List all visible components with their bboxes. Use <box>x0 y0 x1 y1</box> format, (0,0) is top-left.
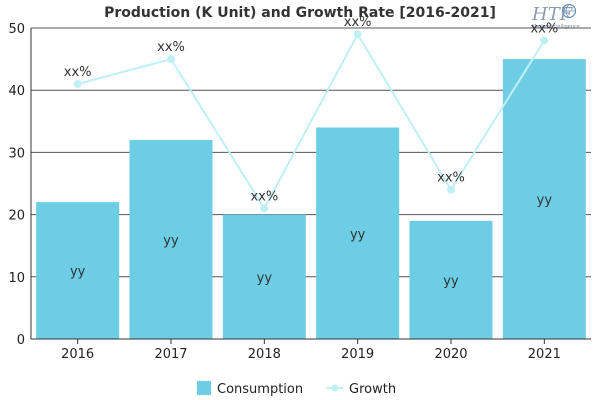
logo: HTF Market Intelligence <box>531 3 580 30</box>
growth-data-label: xx% <box>250 189 278 204</box>
bar-data-label: yy <box>70 265 86 280</box>
growth-point <box>447 185 455 194</box>
x-tick-label: 2020 <box>434 347 467 362</box>
chart-title: Production (K Unit) and Growth Rate [201… <box>104 5 496 21</box>
y-axis: 0 10 20 30 40 50 <box>8 22 32 348</box>
growth-data-label: xx% <box>64 65 92 80</box>
bar-data-label: yy <box>163 233 179 248</box>
growth-data-label: xx% <box>157 40 185 55</box>
x-tick-label: 2016 <box>61 347 94 362</box>
legend-swatch-consumption <box>197 381 211 395</box>
legend-label-growth: Growth <box>349 382 396 397</box>
legend-swatch-growth-marker <box>331 384 339 392</box>
y-tick-label: 30 <box>8 146 25 161</box>
growth-point <box>353 30 362 39</box>
line-data-labels: xx% xx% xx% xx% xx% xx% <box>64 15 558 204</box>
growth-data-label: xx% <box>530 21 558 36</box>
bar <box>409 220 493 339</box>
x-tick-label: 2017 <box>154 347 187 362</box>
x-tick-label: 2021 <box>528 347 561 362</box>
x-tick-label: 2019 <box>341 347 374 362</box>
y-tick-label: 10 <box>8 271 25 286</box>
globe-meridian <box>562 4 576 18</box>
growth-point <box>540 36 549 45</box>
bar-data-labels: yy yy yy yy yy yy <box>70 193 552 289</box>
x-tick-label: 2018 <box>248 347 281 362</box>
legend-label-consumption: Consumption <box>217 382 303 397</box>
y-tick-label: 50 <box>8 22 25 37</box>
bar-data-label: yy <box>350 227 366 242</box>
bar <box>129 139 213 339</box>
y-tick-label: 20 <box>8 209 25 224</box>
growth-point <box>73 79 82 88</box>
bar-data-label: yy <box>537 193 553 208</box>
x-axis: 2016 2017 2018 2019 2020 2021 <box>31 338 591 362</box>
bar-data-label: yy <box>443 274 459 289</box>
bar <box>222 214 306 339</box>
bar-data-label: yy <box>257 271 273 286</box>
y-tick-label: 40 <box>8 84 25 99</box>
bar <box>316 127 400 340</box>
growth-line <box>77 32 546 211</box>
growth-data-label: xx% <box>437 171 465 186</box>
y-tick-label: 0 <box>17 333 25 348</box>
bar <box>502 59 586 339</box>
line-series <box>73 30 549 213</box>
legend: Consumption Growth <box>197 381 396 397</box>
logo-subtext: Market Intelligence <box>532 24 580 30</box>
bar <box>36 202 120 339</box>
growth-point <box>167 55 175 64</box>
bar-series <box>36 59 586 340</box>
growth-point <box>260 204 269 213</box>
growth-data-label: xx% <box>344 15 372 30</box>
